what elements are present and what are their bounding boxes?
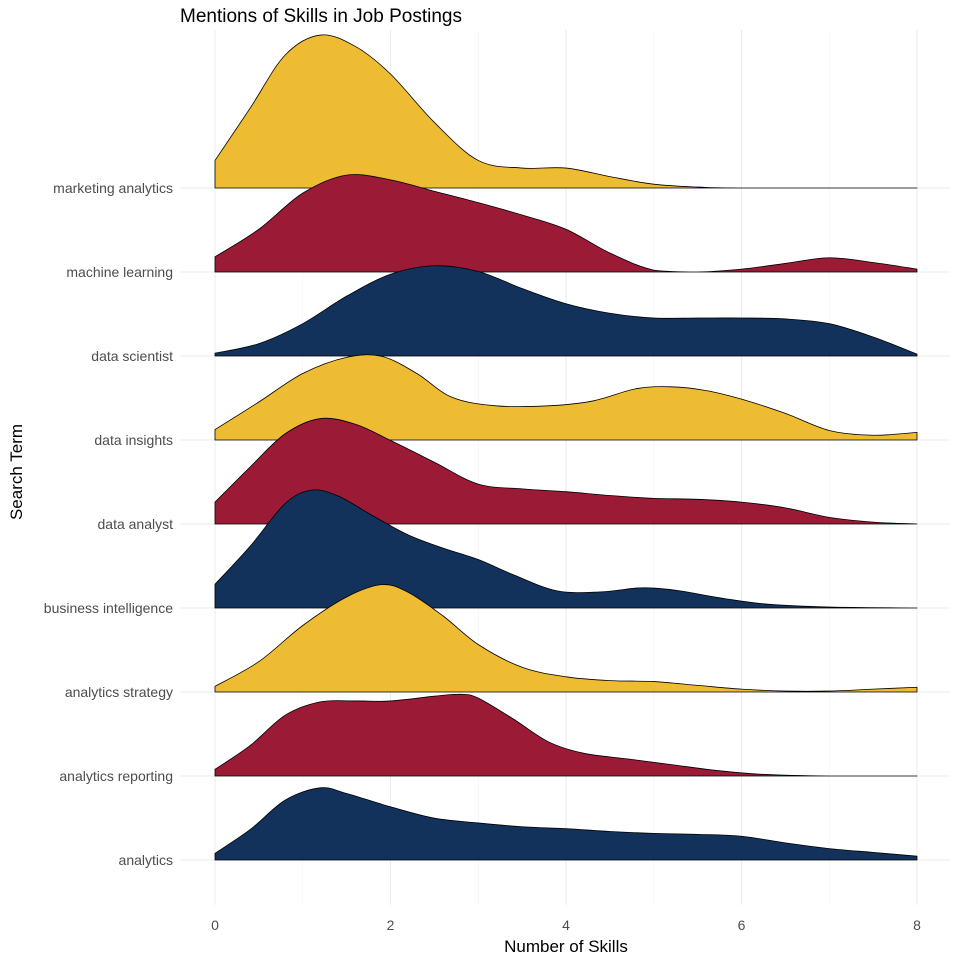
y-tick-label: business intelligence [44, 600, 173, 616]
x-tick-label: 0 [211, 917, 219, 933]
y-tick-label: analytics strategy [65, 684, 173, 700]
y-axis-label: Search Term [7, 424, 26, 520]
y-tick-label: machine learning [66, 264, 173, 280]
y-tick-labels: marketing analytics machine learning data … [44, 180, 173, 868]
ridge-business-intelligence [214, 489, 918, 609]
ridge-machine-learning [214, 174, 918, 273]
x-tick-label: 4 [562, 917, 570, 933]
ridge-marketing-analytics [214, 34, 918, 189]
y-tick-label: data analyst [98, 516, 174, 532]
x-tick-labels: 0 2 4 6 8 [211, 917, 921, 933]
y-tick-label: analytics reporting [59, 768, 173, 784]
y-tick-label: analytics [119, 852, 173, 868]
ridges [214, 34, 918, 861]
chart-title: Mentions of Skills in Job Postings [180, 6, 462, 27]
y-tick-label: data scientist [91, 348, 173, 364]
x-axis-label: Number of Skills [504, 937, 628, 956]
ridge-analytics-strategy [214, 584, 918, 693]
y-tick-label: marketing analytics [53, 180, 173, 196]
y-tick-label: data insights [94, 432, 173, 448]
ridge-data-analyst [214, 417, 918, 525]
ridge-analytics-reporting [214, 693, 918, 777]
x-tick-label: 6 [738, 917, 746, 933]
x-tick-label: 2 [387, 917, 395, 933]
ridge-analytics [214, 787, 918, 861]
x-tick-label: 8 [913, 917, 921, 933]
ridge-data-scientist [214, 265, 918, 357]
ridge-data-insights [214, 354, 918, 441]
